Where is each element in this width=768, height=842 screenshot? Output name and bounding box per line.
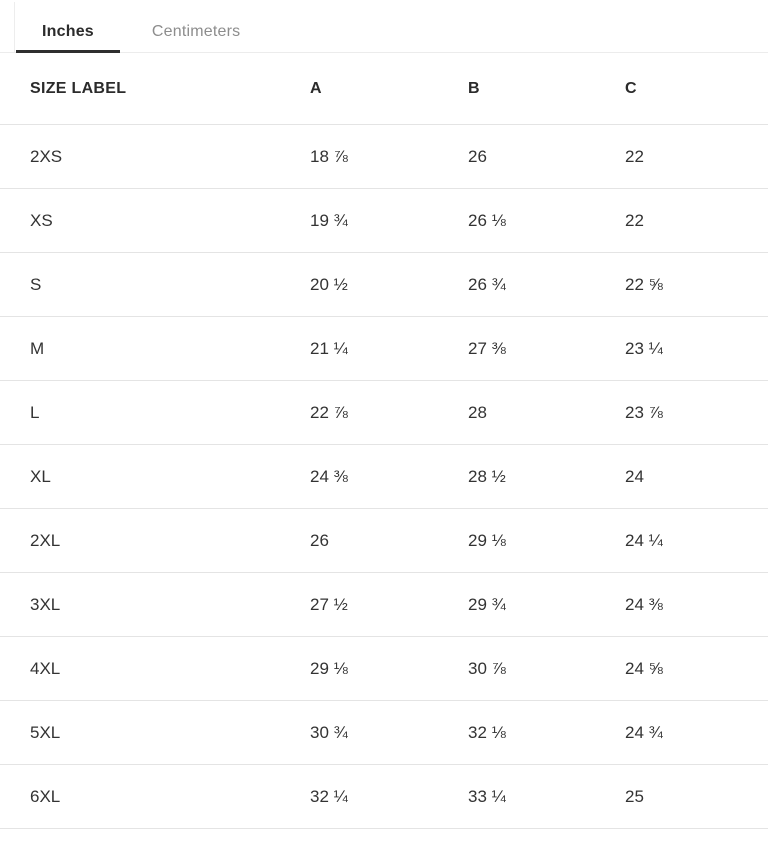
measurement-c-cell: 24: [625, 466, 644, 486]
table-row: 5XL 30 ¾ 32 ⅛ 24 ¾: [0, 701, 768, 765]
measurement-a-cell: 32 ¼: [310, 786, 348, 806]
table-row: S 20 ½ 26 ¾ 22 ⅝: [0, 253, 768, 317]
table-row: M 21 ¼ 27 ⅜ 23 ¼: [0, 317, 768, 381]
measurement-a-cell: 21 ¼: [310, 338, 348, 358]
measurement-c-cell: 22: [625, 210, 644, 230]
measurement-a-cell: 29 ⅛: [310, 658, 348, 678]
measurement-b-cell: 32 ⅛: [468, 722, 506, 742]
tab-inches[interactable]: Inches: [16, 0, 120, 53]
measurement-c-cell: 23 ¼: [625, 338, 663, 358]
size-label-cell: M: [30, 338, 45, 358]
header-col-c: C: [625, 79, 637, 97]
measurement-a-cell: 27 ½: [310, 594, 348, 614]
measurement-a-cell: 22 ⅞: [310, 402, 348, 422]
table-row: 2XS 18 ⅞ 26 22: [0, 125, 768, 189]
size-label-cell: XS: [30, 210, 53, 230]
size-label-cell: XL: [30, 466, 51, 486]
tabbar-left-edge: [14, 2, 15, 52]
table-row: XS 19 ¾ 26 ⅛ 22: [0, 189, 768, 253]
size-label-cell: 3XL: [30, 594, 61, 614]
size-label-cell: 4XL: [30, 658, 61, 678]
measurement-c-cell: 24 ⅝: [625, 658, 663, 678]
header-col-b: B: [468, 79, 480, 97]
measurement-c-cell: 23 ⅞: [625, 402, 663, 422]
measurement-b-cell: 33 ¼: [468, 786, 506, 806]
tab-centimeters[interactable]: Centimeters: [126, 0, 266, 52]
table-row: 4XL 29 ⅛ 30 ⅞ 24 ⅝: [0, 637, 768, 701]
measurement-a-cell: 24 ⅜: [310, 466, 348, 486]
measurement-a-cell: 18 ⅞: [310, 146, 348, 166]
size-label-cell: S: [30, 274, 42, 294]
measurement-c-cell: 24 ¼: [625, 530, 663, 550]
measurement-a-cell: 20 ½: [310, 274, 348, 294]
measurement-b-cell: 30 ⅞: [468, 658, 506, 678]
measurement-b-cell: 28 ½: [468, 466, 506, 486]
measurement-b-cell: 29 ⅛: [468, 530, 506, 550]
table-row: 3XL 27 ½ 29 ¾ 24 ⅜: [0, 573, 768, 637]
measurement-a-cell: 26: [310, 530, 329, 550]
measurement-b-cell: 26: [468, 146, 487, 166]
measurement-b-cell: 26 ⅛: [468, 210, 506, 230]
table-body: 2XS 18 ⅞ 26 22 XS 19 ¾ 26 ⅛ 22 S 20 ½ 26…: [0, 125, 768, 829]
measurement-b-cell: 29 ¾: [468, 594, 506, 614]
measurement-c-cell: 24 ⅜: [625, 594, 663, 614]
measurement-c-cell: 25: [625, 786, 644, 806]
size-label-cell: 2XL: [30, 530, 61, 550]
size-label-cell: 6XL: [30, 786, 61, 806]
table-row: XL 24 ⅜ 28 ½ 24: [0, 445, 768, 509]
size-table: SIZE LABEL A B C 2XS 18 ⅞ 26 22 XS 19 ¾ …: [0, 53, 768, 829]
unit-tabs: Inches Centimeters: [0, 0, 768, 53]
header-col-a: A: [310, 79, 322, 97]
measurement-b-cell: 26 ¾: [468, 274, 506, 294]
size-label-cell: L: [30, 402, 40, 422]
measurement-c-cell: 22 ⅝: [625, 274, 663, 294]
measurement-a-cell: 30 ¾: [310, 722, 348, 742]
table-header-row: SIZE LABEL A B C: [0, 53, 768, 125]
measurement-c-cell: 22: [625, 146, 644, 166]
size-label-cell: 2XS: [30, 146, 63, 166]
table-row: 6XL 32 ¼ 33 ¼ 25: [0, 765, 768, 829]
table-row: 2XL 26 29 ⅛ 24 ¼: [0, 509, 768, 573]
measurement-a-cell: 19 ¾: [310, 210, 348, 230]
size-label-cell: 5XL: [30, 722, 61, 742]
table-row: L 22 ⅞ 28 23 ⅞: [0, 381, 768, 445]
measurement-c-cell: 24 ¾: [625, 722, 663, 742]
measurement-b-cell: 27 ⅜: [468, 338, 506, 358]
header-size-label: SIZE LABEL: [30, 79, 127, 97]
measurement-b-cell: 28: [468, 402, 487, 422]
